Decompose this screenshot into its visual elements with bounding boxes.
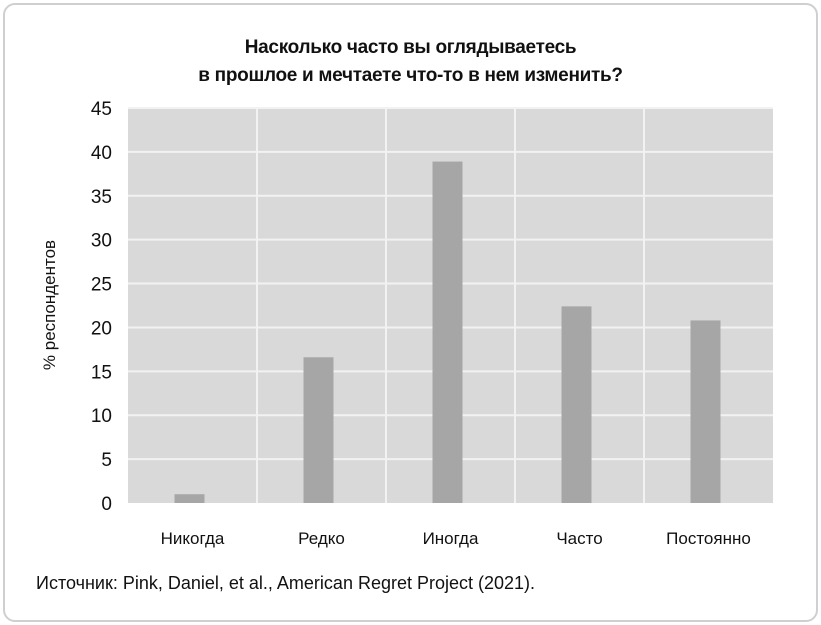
bar-5 <box>690 320 721 503</box>
chart-title: Насколько часто вы оглядываетесь в прошл… <box>0 34 821 90</box>
source-note: Источник: Pink, Daniel, et al., American… <box>36 573 536 593</box>
chart-frame <box>3 3 818 622</box>
x-tick-label: Постоянно <box>666 529 751 548</box>
x-tick-label: Редко <box>298 529 345 548</box>
bar-1 <box>174 494 205 503</box>
title-line-1: Насколько часто вы оглядываетесь <box>244 37 577 58</box>
y-tick-label: 20 <box>91 318 112 339</box>
y-tick-label: 45 <box>91 99 112 120</box>
x-tick-label: Иногда <box>423 529 479 548</box>
bar-2 <box>303 357 334 503</box>
y-tick-label: 5 <box>101 450 112 471</box>
y-tick-label: 0 <box>101 494 112 515</box>
y-tick-label: 35 <box>91 187 112 208</box>
x-tick-label: Никогда <box>161 529 225 548</box>
y-tick-label: 15 <box>91 362 112 383</box>
bar-4 <box>561 306 592 503</box>
y-tick-label: 25 <box>91 275 112 296</box>
y-tick-label: 30 <box>91 231 112 252</box>
bar-3 <box>432 161 463 504</box>
x-tick-label: Часто <box>556 529 602 548</box>
y-tick-label: 40 <box>91 143 112 164</box>
title-line-2: в прошлое и мечтаете что-то в нем измени… <box>198 65 623 86</box>
y-tick-label: 10 <box>91 406 112 427</box>
